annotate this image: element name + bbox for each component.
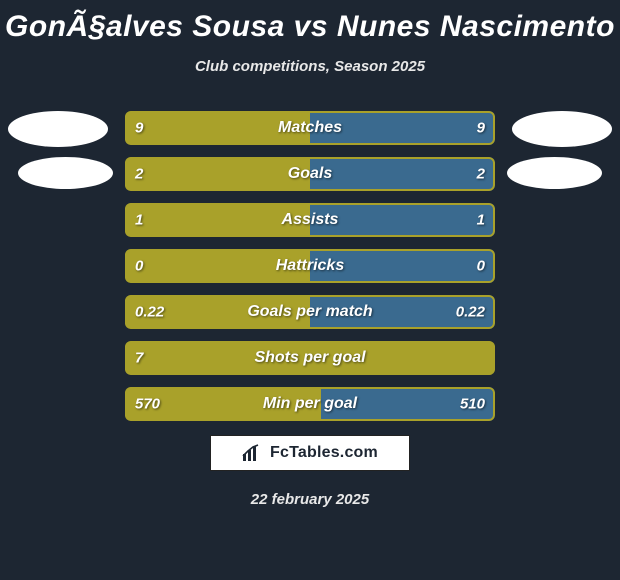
player-left-badge-2	[18, 157, 113, 189]
stat-value-left: 1	[135, 212, 143, 229]
stat-rows-container: 99Matches22Goals11Assists00Hattricks0.22…	[125, 111, 495, 421]
comparison-chart: 99Matches22Goals11Assists00Hattricks0.22…	[0, 111, 620, 421]
stat-value-right: 2	[477, 166, 485, 183]
stat-value-left: 2	[135, 166, 143, 183]
stat-value-right: 0	[477, 258, 485, 275]
page-title: GonÃ§alves Sousa vs Nunes Nascimento	[0, 0, 620, 44]
branding-badge: FcTables.com	[210, 435, 410, 471]
player-right-badge-2	[507, 157, 602, 189]
stat-value-right: 510	[460, 396, 485, 413]
bar-right	[310, 249, 495, 283]
stat-value-left: 7	[135, 350, 143, 367]
bar-right	[310, 111, 495, 145]
footer-date: 22 february 2025	[0, 491, 620, 508]
stat-row: 11Assists	[125, 203, 495, 237]
bar-left	[125, 203, 310, 237]
stat-value-right: 1	[477, 212, 485, 229]
stat-value-left: 0.22	[135, 304, 164, 321]
stat-value-right: 0.22	[456, 304, 485, 321]
stat-row: 00Hattricks	[125, 249, 495, 283]
stat-row: 0.220.22Goals per match	[125, 295, 495, 329]
player-right-badge-1	[512, 111, 612, 147]
stat-value-right: 9	[477, 120, 485, 137]
branding-text: FcTables.com	[270, 444, 378, 462]
bar-left	[125, 341, 495, 375]
stat-value-left: 570	[135, 396, 160, 413]
stat-row: 570510Min per goal	[125, 387, 495, 421]
player-left-badge-1	[8, 111, 108, 147]
bar-right	[310, 157, 495, 191]
bar-left	[125, 249, 310, 283]
stat-row: 7Shots per goal	[125, 341, 495, 375]
bar-right	[310, 203, 495, 237]
page-subtitle: Club competitions, Season 2025	[0, 58, 620, 75]
stat-value-left: 0	[135, 258, 143, 275]
stat-row: 99Matches	[125, 111, 495, 145]
stat-row: 22Goals	[125, 157, 495, 191]
chart-icon	[242, 444, 264, 462]
bar-left	[125, 111, 310, 145]
bar-left	[125, 157, 310, 191]
stat-value-left: 9	[135, 120, 143, 137]
